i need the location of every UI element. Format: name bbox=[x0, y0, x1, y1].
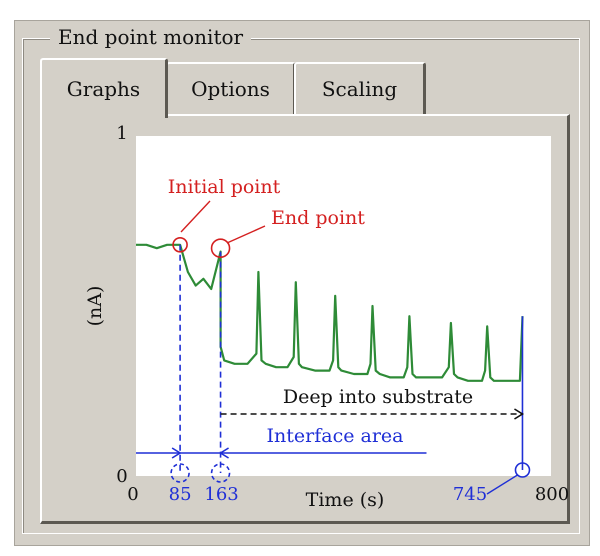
plot-area bbox=[136, 136, 551, 476]
interface-area-arrowheads bbox=[171, 447, 229, 459]
x-tick-label-end: 800 bbox=[535, 484, 569, 505]
time-label-end: 163 bbox=[204, 484, 238, 505]
y-axis-label: (nA) bbox=[84, 286, 106, 327]
last-time-marker-leader bbox=[486, 474, 518, 495]
initial-point-label: Initial point bbox=[168, 176, 281, 198]
initial-point-leader bbox=[180, 200, 211, 233]
signal-series-line bbox=[136, 243, 524, 382]
tab-scaling[interactable]: Scaling bbox=[294, 62, 426, 114]
end-point-label: End point bbox=[271, 207, 365, 229]
tab-graphs[interactable]: Graphs bbox=[40, 58, 168, 118]
deep-into-substrate-arrowhead bbox=[514, 408, 524, 420]
end-point-circle bbox=[210, 238, 231, 258]
y-tick-label-top: 1 bbox=[116, 123, 127, 144]
x-axis-label: Time (s) bbox=[306, 489, 385, 511]
time-label-initial: 85 bbox=[169, 484, 192, 505]
end-point-leader bbox=[226, 225, 266, 244]
initial-point-circle bbox=[172, 237, 188, 253]
tab-options[interactable]: Options bbox=[166, 62, 296, 114]
y-tick-label-bottom: 0 bbox=[116, 466, 127, 487]
initial-time-marker bbox=[170, 463, 190, 483]
time-label-last: 745 bbox=[453, 484, 487, 505]
deep-into-substrate-label: Deep into substrate bbox=[283, 386, 473, 408]
last-time-marker bbox=[514, 462, 531, 478]
x-tick-label-start: 0 bbox=[127, 484, 138, 505]
group-box-frame bbox=[22, 38, 580, 534]
interface-area-label: Interface area bbox=[267, 425, 404, 447]
end-time-marker bbox=[210, 463, 231, 483]
group-title: End point monitor bbox=[50, 24, 252, 50]
